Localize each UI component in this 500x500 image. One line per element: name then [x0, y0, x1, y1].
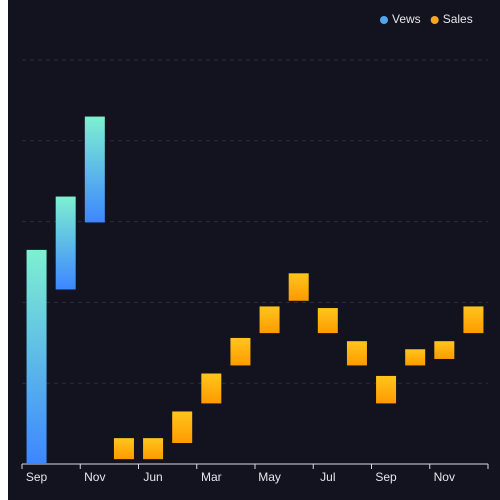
x-tick-label: May — [258, 470, 281, 484]
bar — [317, 308, 338, 334]
x-tick-label: Jun — [143, 470, 162, 484]
bar — [55, 196, 76, 290]
bar — [230, 337, 251, 366]
legend-label: Sales — [443, 12, 473, 26]
x-tick-label: Nov — [84, 470, 105, 484]
x-tick-label: Jul — [320, 470, 335, 484]
x-tick-label: Sep — [26, 470, 48, 484]
bar — [463, 306, 484, 334]
bar — [346, 341, 367, 366]
bar — [143, 438, 164, 460]
legend-marker — [430, 16, 439, 24]
x-tick-label: Nov — [434, 470, 455, 484]
bar — [376, 375, 397, 404]
bar — [405, 349, 426, 366]
chart-background — [8, 0, 500, 500]
bar — [113, 438, 134, 460]
bar — [434, 341, 455, 359]
bar — [201, 373, 222, 404]
x-tick-label: Mar — [201, 470, 222, 484]
bar — [26, 249, 47, 464]
legend-label: Vews — [392, 12, 421, 26]
bar — [259, 306, 280, 334]
x-tick-label: Sep — [375, 470, 397, 484]
bar — [84, 116, 105, 223]
legend-marker — [380, 16, 388, 24]
bar — [172, 411, 193, 443]
bar — [288, 273, 309, 301]
